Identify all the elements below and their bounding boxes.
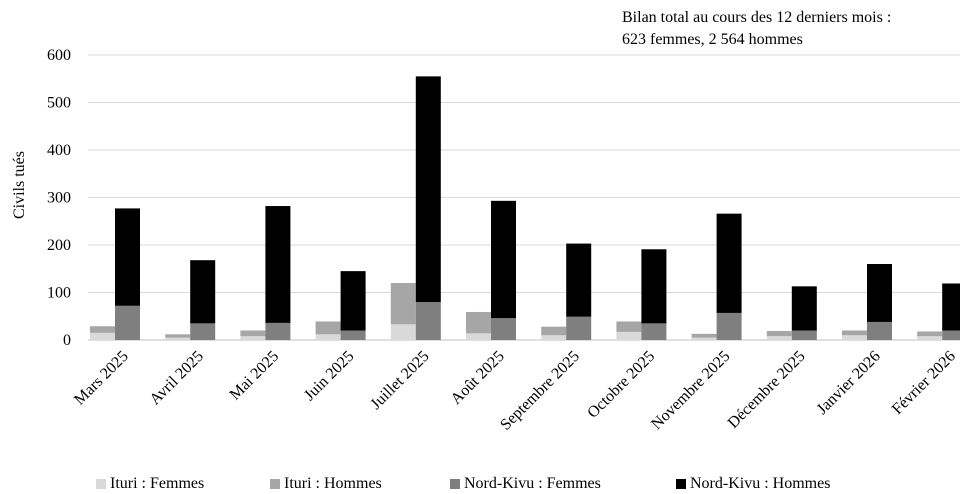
bar-segment [766, 336, 792, 340]
legend-swatch [450, 479, 460, 489]
bar-segment [541, 335, 567, 340]
bar-segment [691, 333, 717, 338]
bar-segment [466, 311, 491, 334]
x-tick-label: Mars 2025 [71, 348, 132, 409]
bar-segment [390, 324, 416, 340]
bar-segment [842, 330, 867, 336]
bar-segment [240, 336, 266, 340]
legend-swatch [270, 479, 280, 489]
legend-swatch [96, 479, 106, 489]
bar-segment [716, 312, 742, 340]
legend-swatch [676, 479, 686, 489]
bar-segment [791, 286, 817, 331]
bar-segment [616, 331, 642, 340]
bar-segment [917, 331, 943, 337]
bar-segment [115, 305, 140, 340]
bar-segment [491, 318, 516, 340]
bar-segment [917, 336, 943, 340]
bar-segment [641, 249, 667, 324]
annotation-line-2: 623 femmes, 2 564 hommes [622, 31, 803, 48]
bar-segment [942, 330, 960, 340]
bar-segment [766, 330, 792, 337]
y-axis-ticks: 0 100 200 300 400 500 600 [47, 47, 71, 349]
bar-segment [641, 323, 667, 340]
y-tick-label: 300 [47, 190, 71, 207]
x-tick-label: Janvier 2026 [814, 348, 884, 418]
legend-label: Ituri : Femmes [110, 475, 205, 492]
annotation-line-1: Bilan total au cours des 12 derniers moi… [622, 9, 891, 26]
bar-segment [716, 213, 742, 313]
bar-segment [190, 260, 216, 324]
x-tick-label: Juillet 2025 [367, 348, 432, 413]
legend-label: Nord-Kivu : Hommes [690, 475, 831, 492]
y-tick-label: 100 [47, 285, 71, 302]
bar-segment [541, 326, 567, 336]
x-tick-label: Décembre 2025 [725, 348, 809, 432]
y-tick-label: 0 [63, 332, 71, 349]
legend: Ituri : Femmes Ituri : Hommes Nord-Kivu … [96, 474, 956, 494]
x-tick-label: Août 2025 [448, 348, 508, 408]
bar-segment [340, 271, 366, 331]
bar-segment [566, 316, 592, 340]
bar-segment [165, 334, 191, 338]
y-tick-label: 500 [47, 95, 71, 112]
bar-segment [390, 283, 416, 325]
bar-segment [942, 283, 960, 331]
legend-label: Ituri : Hommes [284, 475, 382, 492]
bar-segment [265, 322, 291, 340]
bar-segment [415, 76, 441, 302]
bar-segment [466, 333, 491, 340]
x-tick-label: Septembre 2025 [497, 348, 583, 434]
x-axis-categories: Mars 2025 Avril 2025 Mai 2025 Juin 2025 Juil… [71, 348, 959, 434]
y-tick-label: 400 [47, 142, 71, 159]
bar-segment [491, 200, 516, 319]
x-tick-label: Avril 2025 [147, 348, 208, 409]
bar-segment [415, 302, 441, 340]
y-axis-label: Civils tués [11, 151, 28, 219]
bar-segment [190, 323, 216, 340]
bars [90, 76, 960, 340]
x-tick-label: Novembre 2025 [648, 348, 733, 433]
x-tick-label: Mai 2025 [227, 348, 283, 404]
bar-segment [691, 337, 717, 340]
legend-label: Nord-Kivu : Femmes [464, 475, 601, 492]
bar-segment [867, 264, 892, 322]
bar-segment [315, 334, 341, 340]
x-tick-label: Juin 2025 [301, 348, 357, 404]
x-tick-label: Octobre 2025 [584, 348, 658, 422]
bar-segment [566, 243, 592, 317]
y-tick-label: 200 [47, 237, 71, 254]
x-tick-label: Février 2026 [889, 348, 959, 418]
bar-segment [240, 330, 266, 337]
bar-segment [340, 330, 366, 340]
bar-segment [90, 326, 115, 333]
y-tick-label: 600 [47, 47, 71, 64]
bar-segment [265, 206, 291, 323]
gridlines [88, 54, 960, 341]
bar-segment [616, 321, 642, 332]
bar-segment [867, 321, 892, 340]
bar-segment [315, 321, 341, 335]
bar-segment [791, 330, 817, 340]
bar-segment [115, 208, 140, 306]
bar-segment [842, 335, 867, 340]
bar-segment [165, 337, 191, 340]
bar-segment [90, 332, 115, 340]
